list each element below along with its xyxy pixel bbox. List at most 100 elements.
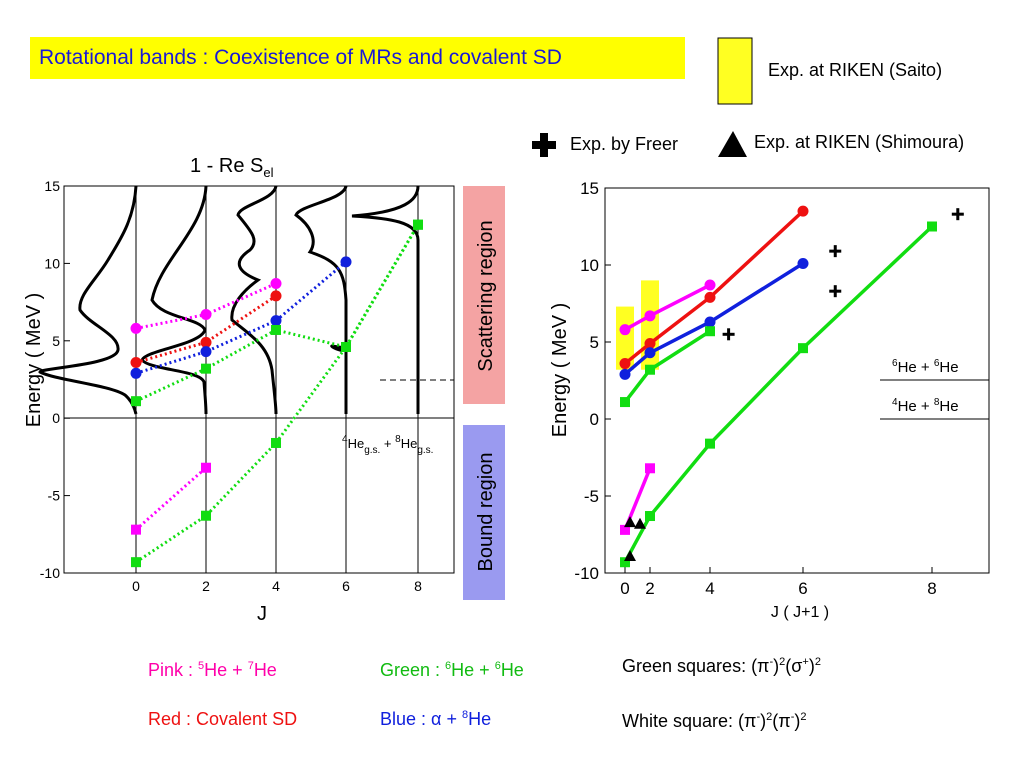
blue-series-line	[623, 261, 804, 376]
blue-circle-point	[619, 368, 631, 380]
green-square-point	[131, 557, 141, 568]
page-title: Rotational bands : Coexistence of MRs an…	[39, 46, 562, 69]
green-square-point	[620, 557, 630, 568]
left-xtick-label: 6	[342, 578, 350, 594]
threshold-6he-6he-label: 6He + 6He	[892, 358, 959, 376]
left-xtick-label: 8	[414, 578, 422, 594]
right-ytick-label: 15	[580, 179, 599, 198]
shimoura-legend-label: Exp. at RIKEN (Shimoura)	[754, 132, 964, 152]
pink-circle-point	[200, 308, 212, 320]
right-ytick-label: 5	[590, 333, 599, 352]
footer-green-squares: Green squares: (π-)2(σ+)2	[622, 656, 821, 676]
threshold-4he-8he-label: 4He + 8He	[892, 397, 959, 415]
shimoura-triangle-marker	[624, 516, 636, 528]
blue-circle-point	[200, 346, 212, 358]
green-square-point	[201, 510, 211, 521]
freer-cross-marker	[722, 328, 735, 341]
green-square-point	[413, 219, 423, 230]
left-ylabel: Energy ( MeV )	[23, 293, 45, 427]
blue-circle-point	[797, 257, 809, 269]
footer-white-square: White square: (π-)2(π-)2	[622, 711, 806, 731]
red-circle-point	[130, 356, 142, 368]
scattering-region-label: Scattering region	[475, 220, 497, 371]
pink-circle-point	[130, 322, 142, 334]
footer-pink: Pink : 5He + 7He	[148, 660, 277, 680]
left-title-main: 1 - Re S	[190, 155, 263, 177]
green-square-point	[927, 221, 937, 232]
pink-square-point	[620, 524, 630, 535]
green-square-point	[645, 364, 655, 375]
saito-legend-label: Exp. at RIKEN (Saito)	[768, 60, 942, 80]
pink-series-line	[135, 466, 207, 531]
red-circle-point	[704, 291, 716, 303]
freer-legend-icon	[532, 133, 556, 157]
shimoura-triangle-marker	[624, 550, 636, 562]
green-square-point	[271, 324, 281, 335]
bound-region-label: Bound region	[475, 453, 497, 572]
freer-legend-label: Exp. by Freer	[570, 134, 678, 154]
shimoura-triangle-marker	[634, 517, 646, 529]
red-circle-point	[797, 205, 809, 217]
blue-circle-point	[704, 316, 716, 328]
left-title: 1 - Re Sel	[190, 155, 274, 180]
green-square-point	[131, 396, 141, 407]
red-series-line	[623, 209, 805, 365]
green-series-line	[135, 223, 420, 564]
footer-red: Red : Covalent SD	[148, 709, 297, 729]
left-xtick-label: 2	[202, 578, 210, 594]
pink-circle-point	[619, 324, 631, 336]
green-square-point	[271, 437, 281, 448]
shimoura-legend-icon	[718, 131, 747, 157]
saito-band	[616, 306, 634, 370]
left-xtick-label: 4	[272, 578, 280, 594]
left-ytick-label: -5	[48, 488, 61, 504]
right-xtick-label: 2	[645, 579, 654, 598]
red-circle-point	[644, 338, 656, 350]
freer-cross-marker	[951, 208, 964, 221]
left-title-sub: el	[263, 165, 273, 180]
green-square-point	[705, 438, 715, 449]
right-xtick-label: 4	[705, 579, 714, 598]
left-threshold-label: 4Heg.s. + 8Heg.s.	[342, 434, 433, 456]
pink-square-point	[201, 462, 211, 473]
right-ytick-label: -10	[574, 564, 599, 583]
footer-green: Green : 6He + 6He	[380, 660, 524, 680]
left-ytick-label: 10	[44, 255, 60, 271]
left-ytick-label: 5	[52, 333, 60, 349]
red-circle-point	[200, 336, 212, 348]
blue-circle-point	[130, 367, 142, 379]
green-square-point	[705, 326, 715, 337]
right-ytick-label: -5	[584, 487, 599, 506]
green-square-point	[798, 343, 808, 354]
blue-circle-point	[644, 347, 656, 359]
red-circle-point	[270, 290, 282, 302]
left-ytick-label: -10	[40, 565, 60, 581]
pink-square-point	[131, 524, 141, 535]
saito-legend-swatch	[717, 37, 753, 105]
bound-region-box	[463, 425, 505, 600]
green-square-point	[201, 363, 211, 374]
left-ytick-label: 15	[44, 178, 60, 194]
freer-cross-marker	[829, 245, 842, 258]
pink-square-point	[645, 463, 655, 474]
blue-series-line	[135, 260, 347, 375]
pink-circle-point	[270, 278, 282, 290]
s-matrix-curves	[38, 185, 420, 415]
right-xtick-label: 6	[798, 579, 807, 598]
blue-circle-point	[270, 315, 282, 327]
right-xtick-label: 0	[620, 579, 629, 598]
footer-blue: Blue : α + 8He	[380, 709, 491, 729]
scattering-region-box	[463, 186, 505, 404]
pink-circle-point	[704, 279, 716, 291]
right-xlabel: J ( J+1 )	[771, 604, 829, 621]
left-ytick-label: 0	[52, 410, 60, 426]
right-ytick-label: 10	[580, 256, 599, 275]
left-xlabel: J	[257, 603, 267, 625]
right-ytick-label: 0	[590, 410, 599, 429]
green-square-point	[645, 511, 655, 522]
right-ylabel: Energy ( MeV )	[549, 303, 571, 437]
right-xtick-label: 8	[927, 579, 936, 598]
blue-circle-point	[340, 256, 352, 268]
red-circle-point	[619, 358, 631, 370]
